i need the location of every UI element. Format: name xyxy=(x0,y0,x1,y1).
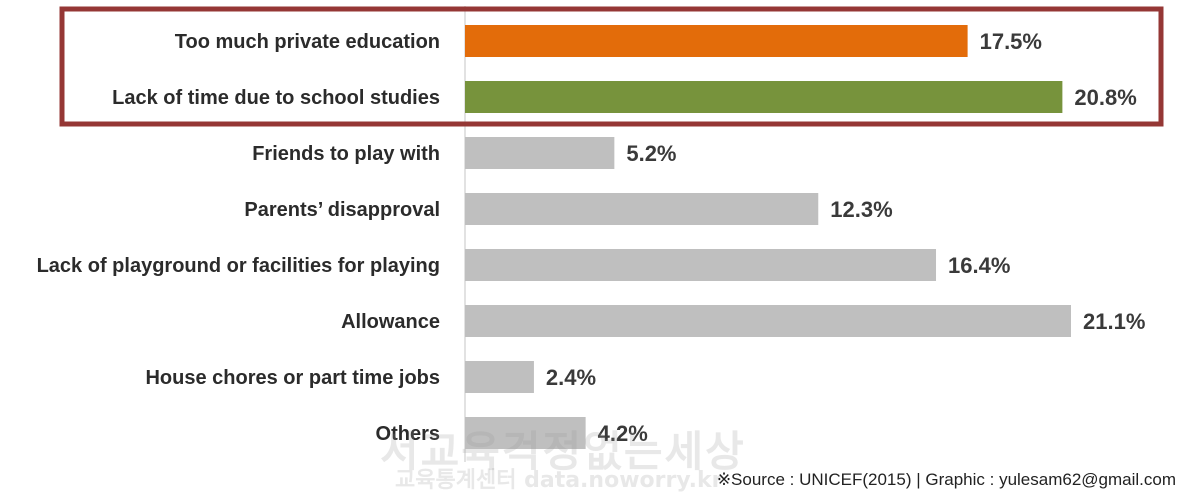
category-label: Lack of time due to school studies xyxy=(112,87,440,109)
bar xyxy=(465,193,819,225)
data-label: 17.5% xyxy=(980,29,1042,54)
data-label: 20.8% xyxy=(1074,85,1136,110)
category-label: Others xyxy=(376,423,440,445)
bar xyxy=(465,137,615,169)
data-label: 2.4% xyxy=(546,365,596,390)
bar xyxy=(465,305,1071,337)
category-label: Lack of playground or facilities for pla… xyxy=(37,255,440,277)
category-label: Allowance xyxy=(341,311,440,333)
data-label: 21.1% xyxy=(1083,309,1145,334)
data-label: 16.4% xyxy=(948,253,1010,278)
data-label: 4.2% xyxy=(598,421,648,446)
bar xyxy=(465,417,586,449)
bar xyxy=(465,361,534,393)
bar xyxy=(465,249,937,281)
bar xyxy=(465,81,1063,113)
highlight-box xyxy=(59,6,1164,127)
category-label: Too much private education xyxy=(175,31,440,53)
watermark-sub: 교육통계센터 data.noworry.kr xyxy=(395,468,723,493)
category-label: House chores or part time jobs xyxy=(145,367,440,389)
data-label: 12.3% xyxy=(830,197,892,222)
data-label: 5.2% xyxy=(626,141,676,166)
bar xyxy=(465,25,968,57)
watermark: 서교육걱정없는세상 xyxy=(380,427,746,476)
source-note: ※Source : UNICEF(2015) | Graphic : yules… xyxy=(716,470,1176,489)
category-label: Parents’ disapproval xyxy=(244,199,440,221)
category-label: Friends to play with xyxy=(252,143,440,165)
